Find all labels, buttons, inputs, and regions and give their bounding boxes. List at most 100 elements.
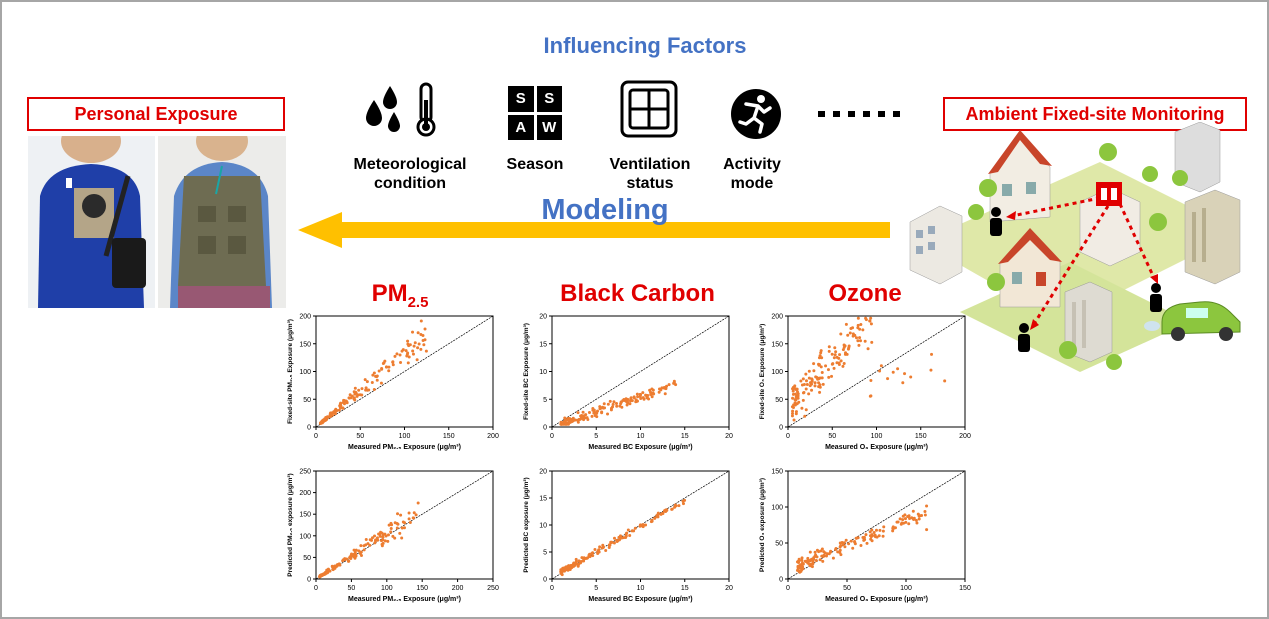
scatter-plot-o3-pred: 0 50 100 150 0 50 100 150 Measured O₃ Exposure (… <box>759 469 971 604</box>
x-tick-label: 20 <box>725 585 733 592</box>
data-point <box>407 511 411 515</box>
data-point <box>389 521 393 525</box>
y-tick-label: 0 <box>543 425 547 432</box>
data-point <box>396 512 400 516</box>
data-point <box>402 526 406 530</box>
data-point <box>901 518 905 522</box>
x-tick-label: 50 <box>356 433 364 440</box>
data-point <box>845 352 849 356</box>
factor-label-meteorological: Meteorological condition <box>340 155 480 193</box>
data-point <box>839 332 843 336</box>
y-axis-label: Predicted PM₂.₅ exposure (μg/m³) <box>287 473 294 576</box>
data-point <box>362 548 366 552</box>
data-point <box>357 388 361 392</box>
y-tick-label: 200 <box>299 490 311 497</box>
data-point <box>350 394 354 398</box>
data-point <box>856 326 860 330</box>
data-point <box>851 326 855 330</box>
more-factors-icon <box>818 111 900 117</box>
data-point <box>341 406 345 410</box>
data-point <box>412 344 416 348</box>
scatter-plot-o3-fixed: 0 50 100 150 200 0 50 100 150 200 Measured O₃ Expo… <box>759 314 971 452</box>
data-point <box>862 538 866 542</box>
data-point <box>624 534 628 538</box>
y-tick-label: 10 <box>539 369 547 376</box>
data-point <box>598 545 602 549</box>
data-point <box>869 394 873 398</box>
pollutant-name: PM <box>371 280 408 307</box>
data-point <box>611 402 615 406</box>
data-point <box>338 405 342 409</box>
data-point <box>792 418 796 422</box>
data-point <box>843 545 847 549</box>
season-tile: S <box>508 86 534 112</box>
data-point <box>812 369 816 373</box>
scatter-plot-bc-pred: 0 5 10 15 20 0 5 10 15 20 Measured BC Exposure (μg… <box>523 469 733 604</box>
data-point <box>827 375 831 379</box>
data-point <box>609 541 613 545</box>
data-point <box>903 372 907 376</box>
data-point <box>601 405 605 409</box>
weather-icon <box>366 82 436 137</box>
data-point <box>323 417 327 421</box>
data-point <box>593 548 597 552</box>
pollutant-title-bc: Black Carbon <box>560 280 715 307</box>
y-axis-label: Fixed-site PM₂.₅ Exposure (μg/m³) <box>287 319 294 424</box>
data-point <box>817 550 821 554</box>
modeling-arrow <box>298 212 890 248</box>
data-point <box>612 536 616 540</box>
y-tick-label: 100 <box>771 505 783 512</box>
data-point <box>347 396 351 400</box>
data-point <box>391 363 395 367</box>
office-tower <box>1184 189 1241 285</box>
data-point <box>820 547 824 551</box>
data-point <box>632 529 636 533</box>
data-point <box>590 414 594 418</box>
data-point <box>893 526 897 530</box>
data-point <box>794 412 798 416</box>
x-tick-label: 150 <box>443 433 455 440</box>
data-point <box>348 556 352 560</box>
x-axis-label: Measured PM₂.₅ Exposure (μg/m³) <box>348 596 461 603</box>
data-point <box>823 551 827 555</box>
y-tick-label: 100 <box>771 369 783 376</box>
data-point <box>417 342 421 346</box>
data-point <box>801 377 805 381</box>
scatter-plot-bc-fixed: 0 5 10 15 20 0 5 10 15 20 Measured BC Exposure (μg… <box>523 314 733 452</box>
data-point <box>821 559 825 563</box>
data-point <box>901 381 905 385</box>
data-point <box>405 354 409 358</box>
data-point <box>387 369 391 373</box>
apartment <box>909 205 963 285</box>
x-axis-label: Measured O₃ Exposure (μg/m³) <box>825 596 928 603</box>
data-point <box>393 536 397 540</box>
data-point <box>859 544 863 548</box>
season-tile: W <box>536 114 562 140</box>
arrow-heads <box>1006 211 1158 330</box>
data-point <box>791 396 795 400</box>
data-point <box>562 420 566 424</box>
data-point <box>336 563 340 567</box>
data-point <box>601 545 605 549</box>
data-point <box>624 397 628 401</box>
data-point <box>891 370 895 374</box>
data-point <box>567 417 571 421</box>
y-tick-label: 5 <box>543 550 547 557</box>
data-point <box>628 533 632 537</box>
data-point <box>795 387 799 391</box>
data-point <box>364 537 368 541</box>
data-point <box>330 413 334 417</box>
data-point <box>619 400 623 404</box>
data-point <box>612 400 616 404</box>
data-point <box>853 333 857 337</box>
data-point <box>815 555 819 559</box>
x-tick-label: 0 <box>314 433 318 440</box>
x-tick-label: 100 <box>871 433 883 440</box>
data-point <box>904 520 908 524</box>
data-point <box>375 378 379 382</box>
data-point <box>569 566 573 570</box>
data-point <box>854 336 858 340</box>
data-point <box>407 517 411 521</box>
data-point <box>930 352 934 356</box>
